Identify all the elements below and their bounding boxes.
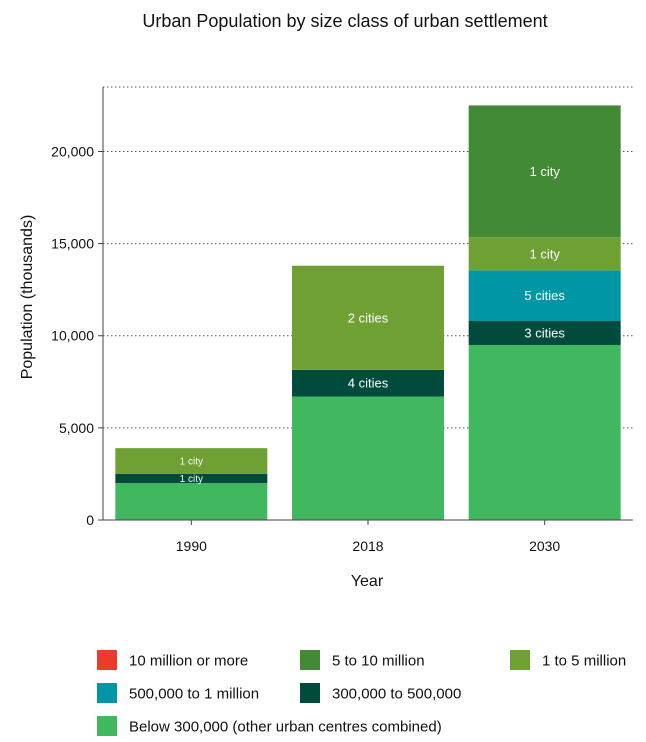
legend-label: 300,000 to 500,000 [332,686,461,703]
legend-swatch [300,683,320,703]
bar-segment [468,105,621,238]
bar-segment [292,265,444,370]
bar-segment [292,369,444,397]
x-tick-label: 1990 [176,538,207,554]
x-axis-label: Year [351,573,384,590]
bar-segment [115,473,268,484]
y-tick-label: 15,000 [51,236,94,252]
legend-label: 5 to 10 million [332,653,425,670]
legend-item: Below 300,000 (other urban centres combi… [97,716,442,736]
segment-label: 1 city [180,474,203,485]
legend-label: 1 to 5 million [542,653,626,670]
y-tick-labels: 0 5,000 10,000 15,000 20,000 [51,143,94,528]
legend-swatch [97,716,117,736]
legend-item: 300,000 to 500,000 [300,683,461,703]
y-tick-label: 5,000 [59,420,94,436]
segment-label: 3 cities [524,325,565,340]
chart-title: Urban Population by size class of urban … [142,11,547,31]
segment-label: 1 city [529,246,560,261]
bar-segment [468,270,621,322]
x-tick-labels: 1990 2018 2030 [176,538,561,554]
axes [98,87,633,525]
segment-label: 4 cities [348,376,389,391]
legend-swatch [97,683,117,703]
legend-label: 500,000 to 1 million [129,686,259,703]
y-tick-label: 10,000 [51,328,94,344]
x-tick-label: 2018 [352,538,383,554]
bar-segment [115,483,268,520]
segment-labels: 1 city 1 city 4 cities 2 cities 3 cities 5 ci… [180,164,566,485]
bar-segment [468,321,621,345]
legend-label: Below 300,000 (other urban centres combi… [129,719,442,736]
segment-label: 2 cities [348,310,389,325]
legend-label: 10 million or more [129,653,248,670]
segment-label: 5 cities [524,288,565,303]
legend-item: 500,000 to 1 million [97,683,259,703]
legend-item: 5 to 10 million [300,650,425,670]
bar-segment [115,448,268,474]
legend: 10 million or more 5 to 10 million 1 to 5 … [97,650,626,736]
x-tick-label: 2030 [529,538,560,554]
legend-item: 1 to 5 million [510,650,626,670]
segment-label: 1 city [180,457,203,468]
y-tick-label: 20,000 [51,143,94,159]
legend-swatch [300,650,320,670]
legend-swatch [97,650,117,670]
y-tick-label: 0 [86,512,94,528]
y-axis-label: Population (thousands) [19,215,36,380]
bars [115,105,621,520]
legend-swatch [510,650,530,670]
bar-segment [468,237,621,271]
bar-segment [468,344,621,520]
legend-item: 10 million or more [97,650,248,670]
segment-label: 1 city [529,164,560,179]
bar-segment [292,396,444,520]
